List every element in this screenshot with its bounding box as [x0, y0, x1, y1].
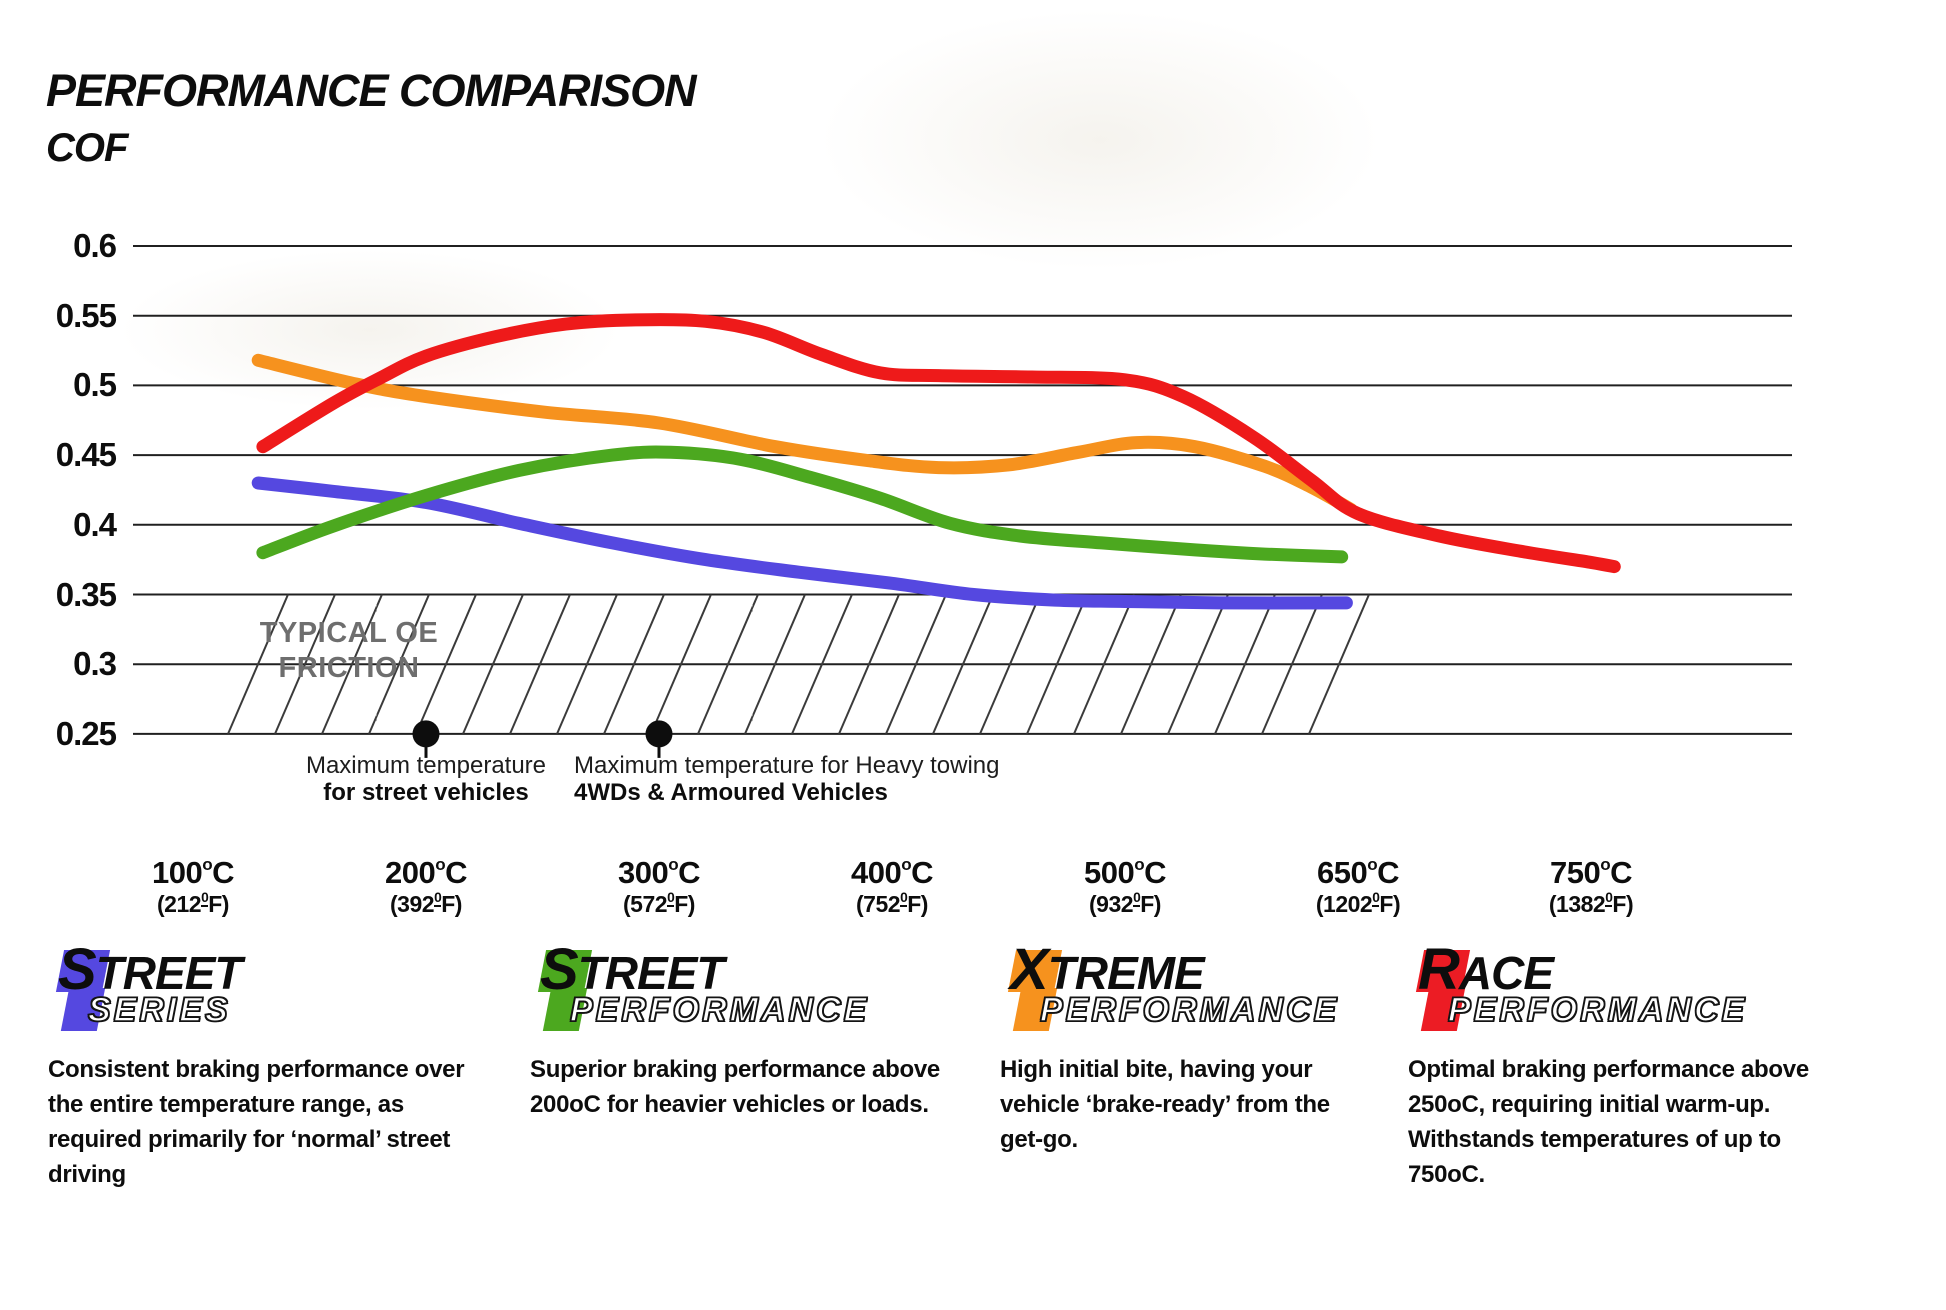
x-tick-fahrenheit: (2120F) — [157, 890, 229, 918]
legend-word1-rest: TREET — [95, 947, 243, 999]
x-tick-500c: 500oC (9320F) — [1035, 854, 1215, 920]
y-tick-0.6: 0.6 — [73, 227, 117, 264]
series-line-xtreme-performance — [251, 353, 1358, 516]
callout-line1: Maximum temperature for Heavy towing — [574, 752, 1000, 779]
street-vehicles-max-temp-callout: Maximum temperature for street vehicles — [216, 752, 636, 806]
series-line-street-performance — [256, 445, 1349, 564]
y-tick-0.25: 0.25 — [55, 714, 117, 752]
legend-word2: SERIES — [87, 990, 231, 1030]
x-tick-celsius: 300oC — [617, 854, 701, 890]
max-temperature-marker-dot — [645, 720, 673, 748]
legend-word1: STREET — [540, 937, 725, 1003]
x-tick-fahrenheit: (7520F) — [856, 890, 928, 918]
x-tick-400c: 400oC (7520F) — [802, 854, 982, 920]
y-tick-0.35: 0.35 — [55, 575, 117, 613]
oe-label-line2: FRICTION — [278, 652, 420, 684]
legend-initial: S — [58, 937, 97, 1002]
heavy-towing-max-temp-callout: Maximum temperature for Heavy towing 4WD… — [574, 752, 1094, 806]
callout-line1: Maximum temperature — [305, 752, 547, 779]
legend-word2: PERFORMANCE — [1447, 990, 1748, 1030]
typical-oe-friction-region — [195, 594, 1397, 734]
legend-description: Superior braking performance above 200oC… — [530, 1056, 940, 1118]
legend-word1: XTREME — [1010, 937, 1205, 1003]
page-title: PERFORMANCE COMPARISON — [46, 65, 697, 117]
legend-initial: R — [1418, 937, 1460, 1002]
x-tick-celsius: 750oC — [1549, 854, 1633, 890]
legend-description: Consistent braking performance over the … — [48, 1056, 465, 1188]
legend-word1: RACE — [1418, 937, 1554, 1003]
x-tick-300c: 300oC (5720F) — [569, 854, 749, 920]
legend-description: Optimal braking performance above 250oC,… — [1408, 1056, 1809, 1188]
y-tick-0.45: 0.45 — [55, 436, 117, 474]
x-tick-fahrenheit: (12020F) — [1315, 890, 1401, 918]
x-tick-650c: 650oC (12020F) — [1268, 854, 1448, 920]
legend-description: High initial bite, having your vehicle ‘… — [1000, 1056, 1330, 1153]
y-tick-0.4: 0.4 — [73, 505, 117, 543]
legend-word1: STREET — [58, 937, 243, 1003]
callout-line2: 4WDs & Armoured Vehicles — [574, 779, 888, 806]
x-tick-fahrenheit: (9320F) — [1089, 890, 1161, 918]
x-tick-celsius: 650oC — [1316, 854, 1400, 890]
legend-word1-rest: TREET — [577, 947, 725, 999]
callout-line2: for street vehicles — [323, 779, 529, 806]
legend-initial: S — [540, 937, 579, 1002]
legend-word2: PERFORMANCE — [569, 990, 870, 1030]
x-tick-200c: 200oC (3920F) — [336, 854, 516, 920]
x-tick-celsius: 500oC — [1083, 854, 1167, 890]
legend-initial: X — [1010, 937, 1049, 1002]
legend-word2: PERFORMANCE — [1039, 990, 1340, 1030]
x-tick-fahrenheit: (5720F) — [623, 890, 695, 918]
x-tick-celsius: 400oC — [850, 854, 934, 890]
x-tick-celsius: 200oC — [384, 854, 468, 890]
y-axis-title: COF — [46, 126, 128, 170]
y-tick-0.3: 0.3 — [73, 645, 117, 683]
legend-word1-rest: ACE — [1458, 947, 1554, 999]
max-temperature-marker-dot — [412, 720, 440, 748]
y-tick-0.55: 0.55 — [55, 296, 117, 334]
x-tick-750c: 750oC (13820F) — [1501, 854, 1681, 920]
x-tick-fahrenheit: (3920F) — [390, 890, 462, 918]
series-line-street-series — [251, 476, 1353, 610]
oe-label-line1: TYPICAL OE — [259, 617, 439, 649]
x-tick-celsius: 100oC — [151, 854, 235, 890]
series-line-race-performance — [256, 313, 1621, 574]
y-tick-0.5: 0.5 — [73, 366, 117, 404]
typical-oe-friction-label: TYPICAL OE FRICTION — [244, 616, 454, 686]
x-tick-fahrenheit: (13820F) — [1548, 890, 1634, 918]
legend-word1-rest: TREME — [1047, 947, 1205, 999]
x-tick-100c: 100oC (2120F) — [103, 854, 283, 920]
